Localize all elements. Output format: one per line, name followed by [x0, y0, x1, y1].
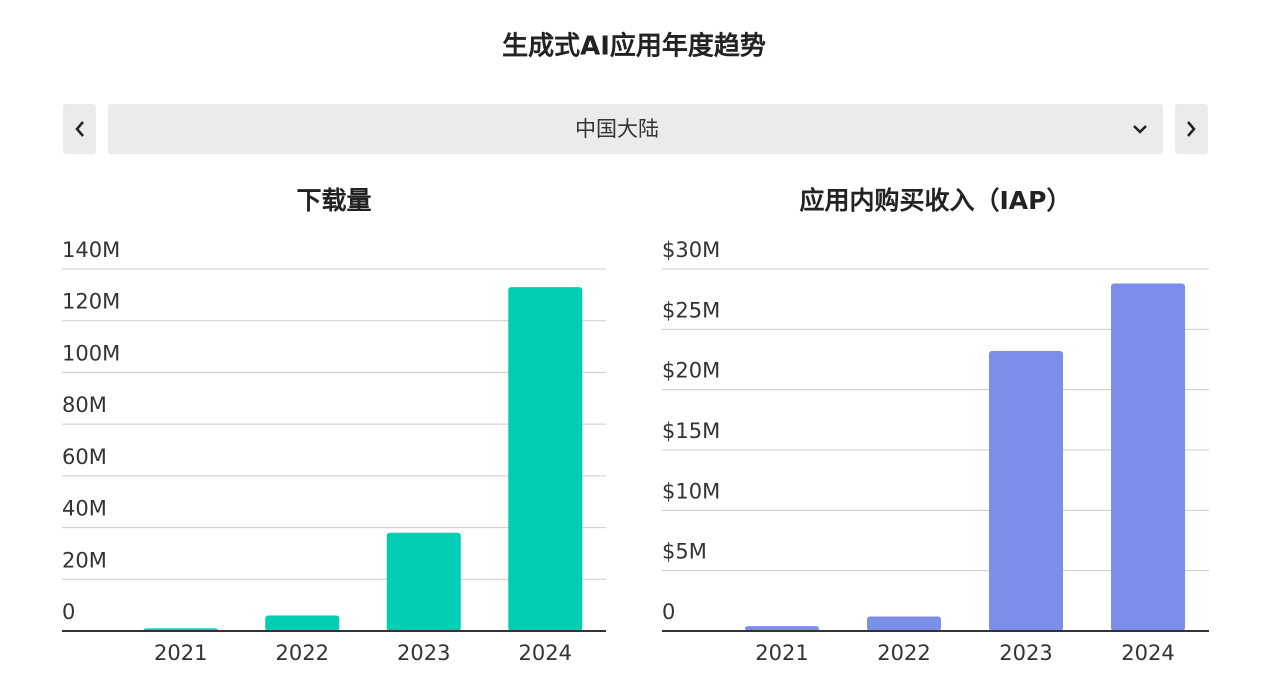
- y-tick-label: 80M: [62, 393, 107, 417]
- y-tick-label: 140M: [62, 238, 120, 262]
- bar: [386, 532, 461, 631]
- next-icon: [1187, 121, 1196, 137]
- y-tick-label: $5M: [662, 540, 707, 564]
- x-tick-label: 2022: [877, 641, 930, 665]
- x-tick-label: 2021: [755, 641, 808, 665]
- prev-icon: [75, 121, 84, 137]
- prev-button[interactable]: [63, 104, 96, 154]
- dropdown-icon: [1133, 125, 1147, 134]
- y-tick-label: $20M: [662, 359, 720, 383]
- y-tick-label: $10M: [662, 479, 720, 503]
- region-label: 中国大陆: [575, 117, 659, 141]
- y-tick-label: 100M: [62, 341, 120, 365]
- next-button[interactable]: [1175, 104, 1208, 154]
- x-tick-label: 2022: [276, 641, 329, 665]
- bar: [1111, 283, 1185, 631]
- x-tick-label: 2024: [519, 641, 572, 665]
- y-tick-label: 0: [62, 600, 75, 624]
- x-tick-label: 2023: [397, 641, 450, 665]
- chart-title: 应用内购买收入（IAP）: [800, 186, 1072, 215]
- bar: [867, 616, 941, 631]
- bar: [745, 626, 819, 631]
- x-tick-label: 2023: [999, 641, 1052, 665]
- y-tick-label: 40M: [62, 497, 107, 521]
- y-tick-label: $15M: [662, 419, 720, 443]
- chart-title: 下载量: [296, 186, 371, 215]
- bar: [508, 287, 583, 631]
- page-title: 生成式AI应用年度趋势: [502, 31, 766, 62]
- y-tick-label: $30M: [662, 238, 720, 262]
- x-tick-label: 2024: [1121, 641, 1174, 665]
- region-select[interactable]: [108, 104, 1163, 154]
- y-tick-label: 20M: [62, 548, 107, 572]
- bar: [265, 615, 340, 631]
- y-tick-label: 120M: [62, 290, 120, 314]
- bar: [989, 351, 1063, 631]
- y-tick-label: $25M: [662, 298, 720, 322]
- x-tick-label: 2021: [154, 641, 207, 665]
- y-tick-label: 60M: [62, 445, 107, 469]
- y-tick-label: 0: [662, 600, 675, 624]
